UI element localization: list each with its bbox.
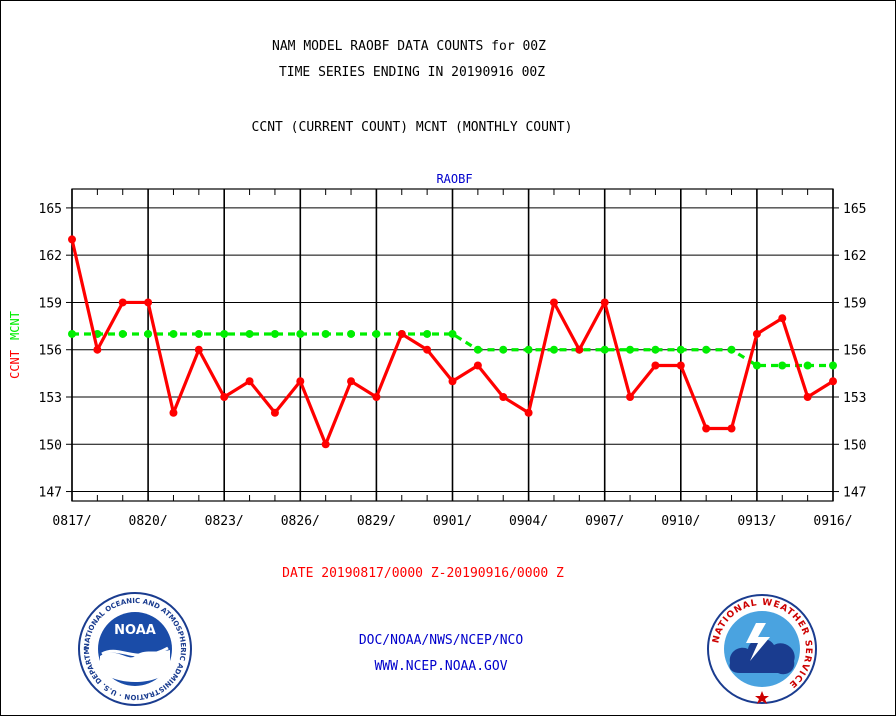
data-point-ccnt [321, 440, 330, 449]
org-label: DOC/NOAA/NWS/NCEP/NCO [358, 633, 524, 648]
data-point-mcnt [347, 329, 356, 338]
y-tick-label-left: 165 [39, 202, 62, 217]
chart-title-line1: NAM MODEL RAOBF DATA COUNTS for 00Z [272, 39, 546, 54]
data-point-ccnt [68, 235, 76, 244]
data-point-mcnt [549, 345, 558, 354]
y-tick-label-right: 159 [843, 296, 866, 311]
data-point-ccnt [448, 377, 457, 386]
x-tick-label: 0910/ [661, 514, 700, 529]
website-label: WWW.NCEP.NOAA.GOV [374, 659, 508, 674]
y-tick-label-right: 147 [843, 486, 866, 501]
data-point-mcnt [651, 345, 660, 354]
x-tick-label: 0913/ [737, 514, 776, 529]
data-point-ccnt [397, 329, 406, 338]
y-axis-label-mcnt: MCNT [8, 311, 22, 340]
chart-title-line2: TIME SERIES ENDING IN 20190916 00Z [278, 65, 546, 80]
x-tick-label: 0907/ [585, 514, 624, 529]
chart-subtitle: CCNT (CURRENT COUNT) MCNT (MONTHLY COUNT… [251, 120, 573, 135]
chart-legend-title: RAOBF [436, 172, 472, 186]
data-point-mcnt [727, 345, 736, 354]
data-point-ccnt [245, 377, 254, 386]
data-point-mcnt [423, 329, 432, 338]
data-point-mcnt [296, 329, 305, 338]
y-tick-label-right: 153 [843, 391, 866, 406]
data-point-ccnt [575, 345, 584, 354]
data-point-ccnt [727, 424, 736, 433]
noaa-logo-text: NOAA [114, 623, 156, 638]
x-tick-label: 0826/ [281, 514, 320, 529]
y-tick-label-left: 162 [39, 249, 62, 264]
x-tick-label: 0817/ [52, 514, 91, 529]
data-point-ccnt [626, 393, 635, 401]
data-point-mcnt [524, 345, 533, 354]
data-point-ccnt [499, 393, 508, 401]
data-point-ccnt [169, 408, 178, 417]
data-point-mcnt [321, 329, 330, 338]
data-point-ccnt [651, 361, 660, 370]
y-tick-label-right: 162 [843, 249, 866, 264]
data-point-ccnt [144, 298, 153, 307]
data-point-ccnt [118, 298, 127, 307]
y-axis-label: CCNT MCNT [8, 311, 22, 379]
data-point-mcnt [144, 329, 153, 338]
y-tick-label-right: 165 [843, 202, 866, 217]
data-point-mcnt [245, 329, 254, 338]
data-point-mcnt [448, 329, 457, 338]
x-tick-label: 0904/ [509, 514, 548, 529]
data-point-ccnt [423, 345, 432, 354]
data-point-ccnt [347, 377, 356, 386]
date-range-label: DATE 20190817/0000 Z-20190916/0000 Z [282, 566, 564, 581]
data-point-mcnt [169, 329, 178, 338]
data-point-mcnt [473, 345, 482, 354]
data-point-mcnt [676, 345, 685, 354]
data-point-ccnt [600, 298, 609, 307]
data-point-ccnt [524, 408, 533, 417]
data-point-mcnt [626, 345, 635, 354]
data-point-mcnt [270, 329, 279, 338]
y-axis-label-ccnt: CCNT [8, 350, 22, 379]
data-point-mcnt [220, 329, 229, 338]
y-tick-label-left: 153 [39, 391, 62, 406]
data-point-ccnt [296, 377, 305, 386]
data-point-mcnt [194, 329, 203, 338]
noaa-logo: NATIONAL OCEANIC AND ATMOSPHERIC ADMINIS… [76, 590, 192, 706]
data-point-mcnt [499, 345, 508, 354]
data-point-mcnt [829, 361, 837, 370]
data-point-ccnt [93, 345, 102, 354]
data-point-mcnt [752, 361, 761, 370]
x-tick-label: 0829/ [357, 514, 396, 529]
data-point-mcnt [372, 329, 381, 338]
data-point-ccnt [220, 393, 229, 401]
x-tick-label: 0916/ [813, 514, 852, 529]
data-point-ccnt [676, 361, 685, 370]
data-point-mcnt [68, 329, 76, 338]
y-tick-label-left: 147 [39, 486, 62, 501]
data-point-ccnt [194, 345, 203, 354]
data-point-ccnt [473, 361, 482, 370]
data-point-ccnt [752, 329, 761, 338]
data-point-ccnt [803, 393, 812, 401]
x-tick-label: 0820/ [129, 514, 168, 529]
data-point-ccnt [829, 377, 837, 386]
data-point-mcnt [803, 361, 812, 370]
y-tick-label-left: 156 [39, 344, 62, 359]
x-tick-label: 0823/ [205, 514, 244, 529]
data-point-mcnt [702, 345, 711, 354]
data-point-ccnt [778, 314, 787, 323]
data-point-ccnt [270, 408, 279, 417]
data-point-ccnt [372, 393, 381, 401]
y-tick-label-left: 150 [39, 438, 62, 453]
y-tick-label-right: 150 [843, 438, 866, 453]
x-tick-label: 0901/ [433, 514, 472, 529]
data-point-mcnt [118, 329, 127, 338]
data-point-mcnt [600, 345, 609, 354]
nws-logo: NATIONAL WEATHER SERVICE [707, 594, 817, 704]
y-tick-label-left: 159 [39, 296, 62, 311]
data-point-ccnt [702, 424, 711, 433]
data-point-ccnt [549, 298, 558, 307]
y-tick-label-right: 156 [843, 344, 866, 359]
data-point-mcnt [778, 361, 787, 370]
